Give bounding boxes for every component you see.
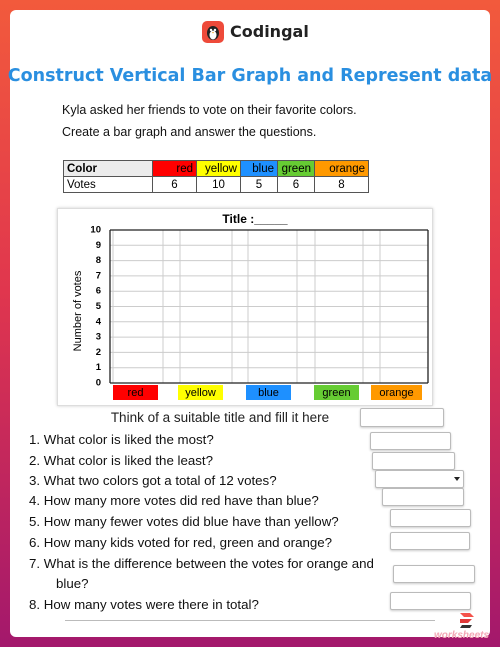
dropdown-arrow [454, 477, 460, 481]
question: 2. What color is liked the least? [29, 453, 214, 468]
question: 8. How many votes were there in total? [29, 597, 259, 612]
cell: 6 [152, 176, 197, 193]
category-label: orange [379, 387, 413, 399]
category-box [314, 385, 359, 400]
answer-input[interactable] [370, 432, 451, 450]
title-input[interactable] [360, 408, 444, 427]
answer-input[interactable] [372, 452, 455, 470]
logo-icon [202, 21, 224, 43]
worksheets-icon [460, 613, 474, 628]
category-label: green [322, 387, 350, 399]
question: 7. What is the difference between the vo… [29, 556, 374, 591]
graph-title: Title :_____ [222, 212, 287, 226]
category-box [178, 385, 223, 400]
y-label: 10 [90, 225, 101, 236]
y-label: 9 [96, 240, 101, 251]
brand: Codingal [230, 22, 309, 41]
table-row: Votes 6 10 5 6 8 [63, 176, 369, 193]
header-cell: red [152, 160, 197, 177]
answer-input[interactable] [390, 592, 471, 610]
y-label: 4 [96, 316, 102, 327]
answer-input[interactable] [390, 532, 470, 550]
category-label: blue [258, 387, 279, 399]
category-label: red [128, 387, 144, 399]
prompt: Think of a suitable title and fill it he… [110, 410, 330, 425]
y-label: 3 [96, 332, 101, 343]
y-label: 1 [96, 362, 102, 373]
table-header: Color red yellow blue green orange [63, 160, 369, 177]
header-cell: yellow [196, 160, 241, 177]
header-cell: orange [314, 160, 369, 177]
y-label: 6 [96, 286, 101, 297]
category-box [246, 385, 291, 400]
question: 6. How many kids voted for red, green an… [29, 535, 333, 550]
y-label: 0 [96, 378, 101, 389]
question: 4. How many more votes did red have than… [29, 493, 319, 508]
answer-input[interactable] [382, 488, 464, 506]
question: 1. What color is liked the most? [29, 432, 214, 447]
question: 5. How many fewer votes did blue have th… [29, 514, 339, 529]
footer-line [65, 620, 435, 621]
category-label: yellow [185, 387, 216, 399]
penguin [207, 26, 219, 40]
cell: 8 [314, 176, 369, 193]
answer-input[interactable] [393, 565, 475, 583]
row-label: Votes [63, 176, 153, 193]
y-label: 2 [96, 347, 101, 358]
worksheet-title: Construct Vertical Bar Graph and Represe… [7, 66, 493, 86]
answer-input[interactable] [390, 509, 471, 527]
answer-dropdown[interactable] [375, 470, 464, 488]
y-label: 5 [96, 301, 102, 312]
votes-table: Color red yellow blue green orange Votes… [63, 160, 369, 193]
category-box [113, 385, 158, 400]
y-axis-label: Number of votes [72, 270, 84, 351]
instruction: Kyla asked her friends to vote on their … [62, 103, 357, 117]
question: 3. What two colors got a total of 12 vot… [29, 473, 277, 488]
y-label: 7 [96, 270, 101, 281]
instruction: Create a bar graph and answer the questi… [62, 125, 317, 139]
header-cell: blue [240, 160, 278, 177]
category-box [371, 385, 422, 400]
y-label: 8 [96, 255, 101, 266]
footer-brand: worksheets [434, 630, 490, 641]
